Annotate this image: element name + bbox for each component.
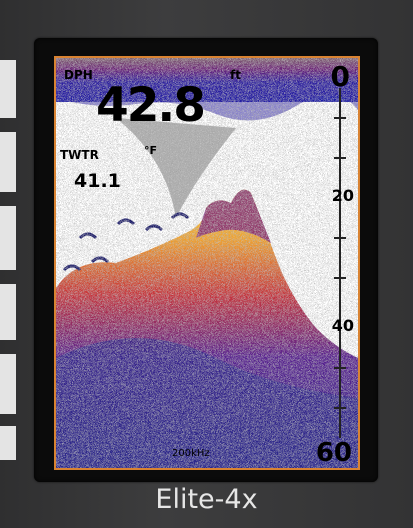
- water-temp-label: TWTR: [60, 148, 99, 162]
- model-name: Elite-4x: [155, 484, 258, 515]
- brand-logo-strip: [0, 60, 16, 460]
- water-temp-unit: °F: [144, 144, 158, 157]
- depth-unit-label: ft: [230, 68, 241, 82]
- depth-readout: 42.8: [96, 78, 206, 133]
- sonar-image: [56, 58, 358, 468]
- depth-scale: [334, 88, 346, 438]
- scale-mark-60: 60: [315, 438, 352, 468]
- water-temp-readout: 41.1: [74, 170, 121, 192]
- depth-label: DPH: [64, 68, 93, 82]
- frequency-label: 200kHz: [172, 448, 210, 459]
- scale-mark-20: 20: [331, 186, 354, 205]
- scale-mark-0: 0: [330, 60, 350, 93]
- sonar-screen[interactable]: DPH ft 42.8 TWTR °F 41.1 0 20 40 60 200k…: [54, 56, 360, 470]
- scale-mark-40: 40: [331, 316, 354, 335]
